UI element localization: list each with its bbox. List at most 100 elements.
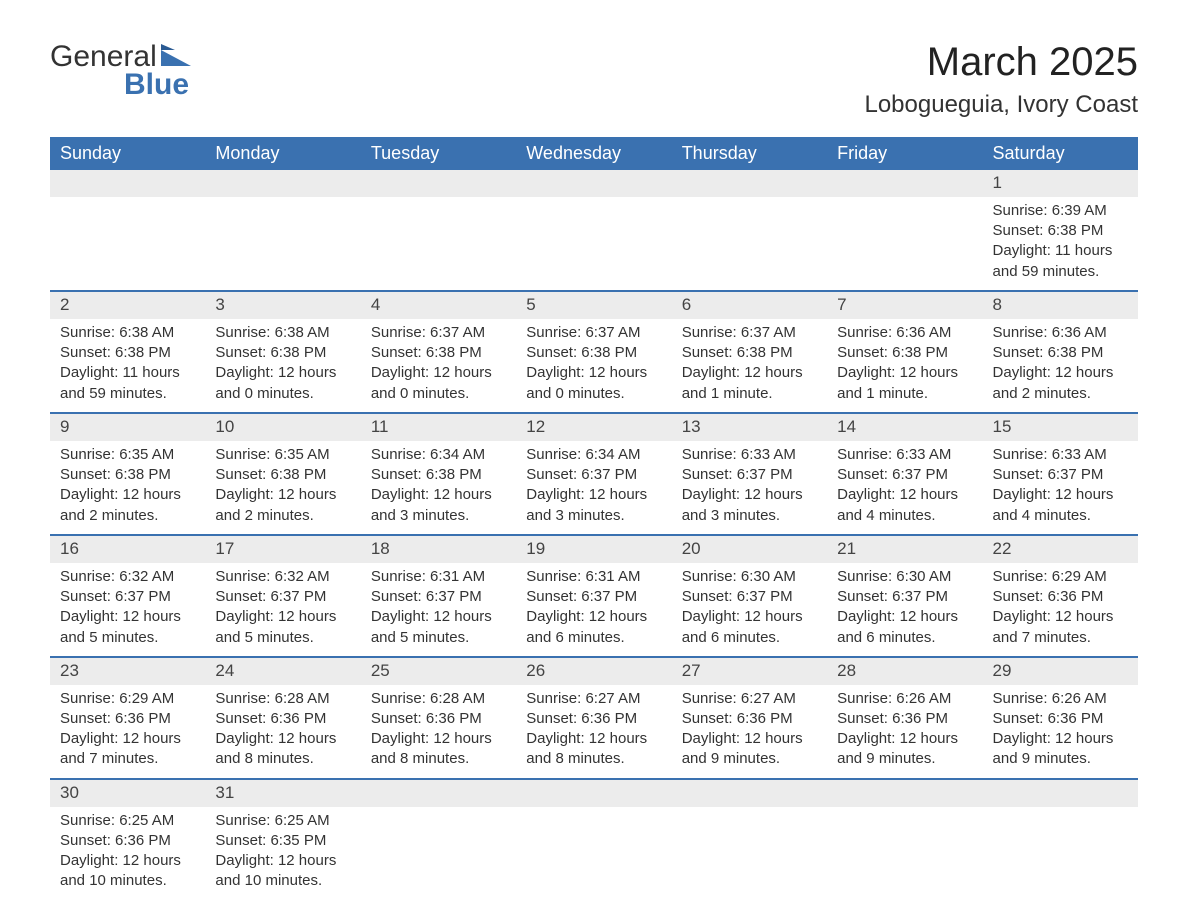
sunset-text: Sunset: 6:37 PM (215, 587, 350, 607)
day-number-cell (516, 779, 671, 807)
day-detail-cell (672, 807, 827, 900)
sunrise-text: Sunrise: 6:27 AM (526, 689, 661, 709)
weekday-header: Sunday (50, 137, 205, 170)
sunset-text: Sunset: 6:38 PM (993, 221, 1128, 241)
daylight-text: Daylight: 12 hours and 5 minutes. (371, 607, 506, 648)
day-detail-cell: Sunrise: 6:34 AMSunset: 6:37 PMDaylight:… (516, 441, 671, 535)
day-detail-row: Sunrise: 6:38 AMSunset: 6:38 PMDaylight:… (50, 319, 1138, 413)
day-number-row: 2345678 (50, 291, 1138, 319)
daylight-text: Daylight: 12 hours and 10 minutes. (60, 851, 195, 892)
sunrise-text: Sunrise: 6:39 AM (993, 201, 1128, 221)
day-detail-cell: Sunrise: 6:31 AMSunset: 6:37 PMDaylight:… (516, 563, 671, 657)
daylight-text: Daylight: 12 hours and 0 minutes. (371, 363, 506, 404)
day-number-cell: 13 (672, 413, 827, 441)
daylight-text: Daylight: 12 hours and 5 minutes. (60, 607, 195, 648)
day-detail-row: Sunrise: 6:25 AMSunset: 6:36 PMDaylight:… (50, 807, 1138, 900)
day-detail-cell: Sunrise: 6:33 AMSunset: 6:37 PMDaylight:… (672, 441, 827, 535)
day-detail-cell: Sunrise: 6:32 AMSunset: 6:37 PMDaylight:… (205, 563, 360, 657)
daylight-text: Daylight: 12 hours and 9 minutes. (837, 729, 972, 770)
sunset-text: Sunset: 6:37 PM (993, 465, 1128, 485)
sunrise-text: Sunrise: 6:33 AM (682, 445, 817, 465)
day-number-cell (672, 779, 827, 807)
logo-flag-icon (161, 44, 191, 71)
sunrise-text: Sunrise: 6:32 AM (60, 567, 195, 587)
day-number-cell: 18 (361, 535, 516, 563)
day-number-cell (983, 779, 1138, 807)
day-number-cell: 1 (983, 170, 1138, 197)
sunrise-text: Sunrise: 6:26 AM (837, 689, 972, 709)
day-detail-row: Sunrise: 6:32 AMSunset: 6:37 PMDaylight:… (50, 563, 1138, 657)
sunset-text: Sunset: 6:37 PM (682, 465, 817, 485)
day-detail-cell (205, 197, 360, 291)
day-number-row: 9101112131415 (50, 413, 1138, 441)
day-detail-cell: Sunrise: 6:38 AMSunset: 6:38 PMDaylight:… (205, 319, 360, 413)
day-detail-cell: Sunrise: 6:34 AMSunset: 6:38 PMDaylight:… (361, 441, 516, 535)
sunrise-text: Sunrise: 6:35 AM (215, 445, 350, 465)
day-number-cell: 26 (516, 657, 671, 685)
day-detail-cell (827, 197, 982, 291)
day-number-cell: 6 (672, 291, 827, 319)
sunrise-text: Sunrise: 6:27 AM (682, 689, 817, 709)
sunset-text: Sunset: 6:38 PM (682, 343, 817, 363)
sunrise-text: Sunrise: 6:36 AM (837, 323, 972, 343)
daylight-text: Daylight: 12 hours and 3 minutes. (526, 485, 661, 526)
day-number-cell (672, 170, 827, 197)
sunset-text: Sunset: 6:36 PM (215, 709, 350, 729)
sunrise-text: Sunrise: 6:30 AM (837, 567, 972, 587)
day-number-cell: 15 (983, 413, 1138, 441)
day-number-cell: 16 (50, 535, 205, 563)
day-detail-row: Sunrise: 6:29 AMSunset: 6:36 PMDaylight:… (50, 685, 1138, 779)
sunset-text: Sunset: 6:35 PM (215, 831, 350, 851)
daylight-text: Daylight: 12 hours and 5 minutes. (215, 607, 350, 648)
day-detail-cell: Sunrise: 6:36 AMSunset: 6:38 PMDaylight:… (827, 319, 982, 413)
day-number-cell (361, 170, 516, 197)
daylight-text: Daylight: 12 hours and 1 minute. (682, 363, 817, 404)
sunrise-text: Sunrise: 6:31 AM (371, 567, 506, 587)
day-detail-cell: Sunrise: 6:27 AMSunset: 6:36 PMDaylight:… (516, 685, 671, 779)
sunset-text: Sunset: 6:36 PM (60, 709, 195, 729)
sunrise-text: Sunrise: 6:37 AM (526, 323, 661, 343)
day-detail-cell: Sunrise: 6:28 AMSunset: 6:36 PMDaylight:… (205, 685, 360, 779)
sunrise-text: Sunrise: 6:29 AM (60, 689, 195, 709)
sunset-text: Sunset: 6:36 PM (60, 831, 195, 851)
day-detail-cell: Sunrise: 6:29 AMSunset: 6:36 PMDaylight:… (983, 563, 1138, 657)
weekday-header: Wednesday (516, 137, 671, 170)
sunset-text: Sunset: 6:38 PM (371, 343, 506, 363)
sunset-text: Sunset: 6:37 PM (682, 587, 817, 607)
sunrise-text: Sunrise: 6:38 AM (60, 323, 195, 343)
sunset-text: Sunset: 6:37 PM (837, 587, 972, 607)
day-number-cell: 25 (361, 657, 516, 685)
day-detail-cell: Sunrise: 6:30 AMSunset: 6:37 PMDaylight:… (672, 563, 827, 657)
day-number-cell (50, 170, 205, 197)
day-number-cell: 9 (50, 413, 205, 441)
day-detail-cell: Sunrise: 6:33 AMSunset: 6:37 PMDaylight:… (827, 441, 982, 535)
day-detail-cell: Sunrise: 6:30 AMSunset: 6:37 PMDaylight:… (827, 563, 982, 657)
day-detail-cell (516, 807, 671, 900)
sunrise-text: Sunrise: 6:25 AM (60, 811, 195, 831)
day-number-row: 1 (50, 170, 1138, 197)
sunset-text: Sunset: 6:38 PM (215, 465, 350, 485)
day-number-row: 23242526272829 (50, 657, 1138, 685)
daylight-text: Daylight: 12 hours and 3 minutes. (371, 485, 506, 526)
day-detail-cell (361, 807, 516, 900)
day-detail-cell (516, 197, 671, 291)
daylight-text: Daylight: 12 hours and 8 minutes. (526, 729, 661, 770)
day-detail-cell (672, 197, 827, 291)
day-detail-cell (827, 807, 982, 900)
sunset-text: Sunset: 6:36 PM (526, 709, 661, 729)
sunset-text: Sunset: 6:38 PM (993, 343, 1128, 363)
daylight-text: Daylight: 12 hours and 8 minutes. (371, 729, 506, 770)
day-detail-cell: Sunrise: 6:25 AMSunset: 6:35 PMDaylight:… (205, 807, 360, 900)
sunrise-text: Sunrise: 6:28 AM (371, 689, 506, 709)
sunrise-text: Sunrise: 6:38 AM (215, 323, 350, 343)
day-number-cell (827, 170, 982, 197)
sunset-text: Sunset: 6:37 PM (60, 587, 195, 607)
day-number-cell: 29 (983, 657, 1138, 685)
sunrise-text: Sunrise: 6:28 AM (215, 689, 350, 709)
day-detail-cell: Sunrise: 6:35 AMSunset: 6:38 PMDaylight:… (50, 441, 205, 535)
sunset-text: Sunset: 6:36 PM (371, 709, 506, 729)
day-detail-cell: Sunrise: 6:35 AMSunset: 6:38 PMDaylight:… (205, 441, 360, 535)
location-subtitle: Lobogueguia, Ivory Coast (864, 91, 1138, 119)
daylight-text: Daylight: 12 hours and 9 minutes. (993, 729, 1128, 770)
day-detail-cell: Sunrise: 6:33 AMSunset: 6:37 PMDaylight:… (983, 441, 1138, 535)
